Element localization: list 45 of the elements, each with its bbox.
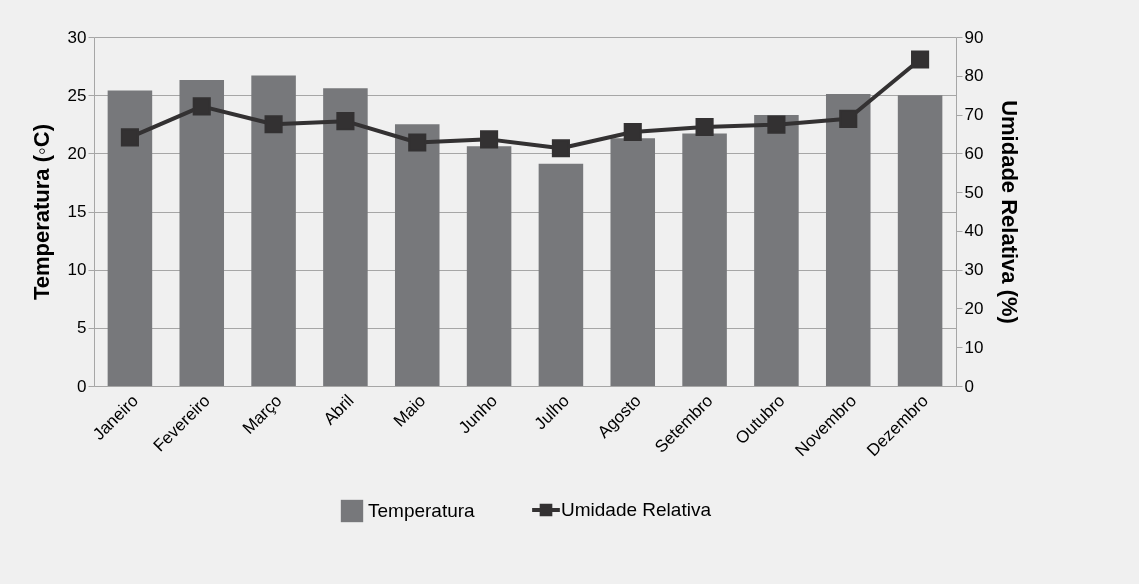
- point: [623, 122, 642, 142]
- bar: [538, 163, 584, 386]
- legend-label: Umidade Relativa: [561, 499, 712, 520]
- bar: [682, 133, 727, 386]
- point: [767, 115, 786, 134]
- point: [839, 109, 858, 128]
- bar: [251, 75, 296, 386]
- y2-tick-label: 10: [964, 337, 984, 357]
- legend-label: Temperatura: [368, 500, 476, 521]
- bar: [825, 94, 871, 386]
- bar: [107, 90, 153, 386]
- y-tick-label: 25: [67, 85, 87, 105]
- bar: [754, 114, 799, 386]
- y-tick-label: 30: [67, 27, 87, 47]
- y2-tick-label: 0: [964, 376, 974, 396]
- bar: [179, 80, 225, 386]
- y2-tick-label: 30: [964, 260, 984, 280]
- point: [480, 130, 499, 149]
- y2-tick-label: 70: [964, 105, 984, 125]
- bar: [323, 88, 368, 386]
- y-tick-label: 15: [67, 202, 87, 221]
- point: [408, 133, 427, 152]
- bar: [394, 124, 440, 386]
- bar: [897, 95, 943, 386]
- bar: [610, 138, 656, 386]
- y2-axis-title: Umidade Relativa (%): [997, 100, 1023, 324]
- point: [551, 139, 570, 158]
- y2-tick-label: 60: [964, 143, 984, 163]
- point: [192, 97, 211, 116]
- point: [120, 128, 139, 147]
- y2-tick-label: 20: [964, 298, 984, 318]
- y2-tick-label: 80: [964, 66, 984, 86]
- y2-tick-label: 90: [964, 27, 984, 47]
- y2-tick-label: 40: [964, 221, 984, 241]
- y-axis-title: Temperatura (◦C): [28, 123, 54, 301]
- y-tick-label: 0: [77, 376, 87, 396]
- y2-tick-label: 50: [964, 182, 984, 202]
- y-tick-label: 10: [67, 260, 87, 280]
- point: [911, 50, 930, 69]
- bar: [466, 146, 512, 386]
- point: [264, 115, 283, 134]
- point: [336, 112, 355, 131]
- point: [695, 117, 714, 137]
- y-tick-label: 5: [77, 318, 87, 338]
- y-tick-label: 20: [67, 143, 87, 163]
